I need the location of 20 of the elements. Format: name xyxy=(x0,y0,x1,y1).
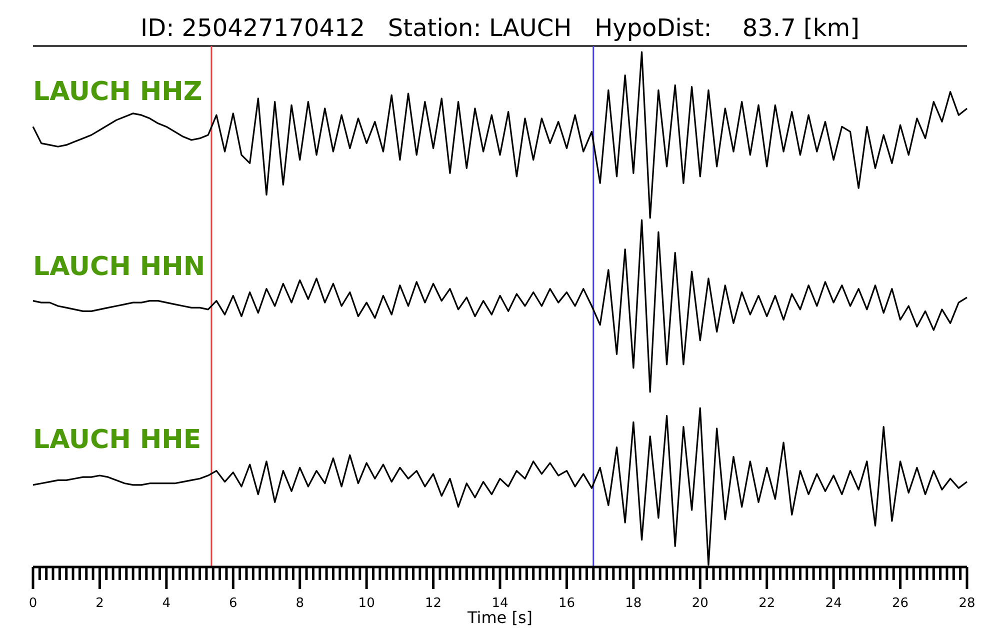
series-label: LAUCH HHZ xyxy=(33,77,202,107)
x-tick-label: 28 xyxy=(958,596,976,611)
series-label: LAUCH HHN xyxy=(33,252,206,282)
x-tick-label: 10 xyxy=(358,596,375,611)
x-tick-label: 14 xyxy=(492,596,508,611)
x-tick-label: 16 xyxy=(558,596,575,611)
x-tick-label: 24 xyxy=(825,596,842,611)
chart-title: ID: 250427170412 Station: LAUCH HypoDist: 83.7 [km] xyxy=(140,14,860,42)
x-axis-title: Time [s] xyxy=(466,608,533,627)
series-label: LAUCH HHE xyxy=(33,425,202,455)
x-tick-label: 6 xyxy=(229,596,238,611)
x-tick-label: 8 xyxy=(296,596,304,611)
x-tick-label: 12 xyxy=(425,596,442,611)
x-tick-label: 2 xyxy=(96,596,104,611)
x-tick-label: 4 xyxy=(162,596,171,611)
x-tick-label: 20 xyxy=(692,596,708,611)
x-tick-label: 22 xyxy=(758,596,776,611)
x-tick-label: 18 xyxy=(625,596,642,611)
x-tick-label: 26 xyxy=(892,596,909,611)
x-tick-label: 0 xyxy=(28,596,38,611)
